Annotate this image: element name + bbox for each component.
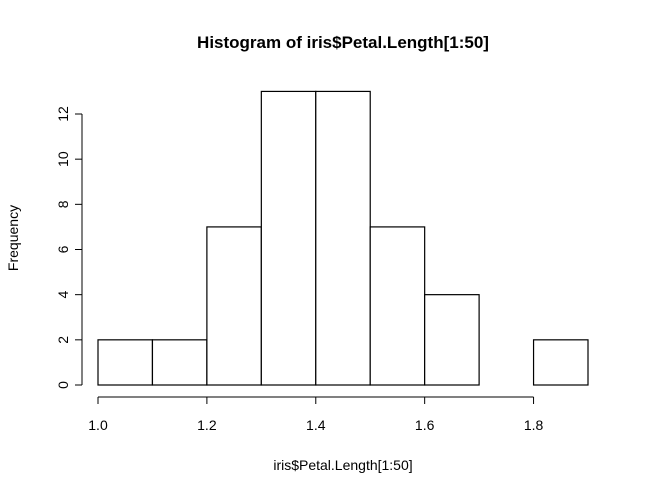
- y-tick-label: 10: [55, 151, 71, 167]
- histogram-bar: [151, 339, 208, 386]
- histogram-bar: [97, 339, 154, 386]
- histogram-bar: [206, 226, 262, 386]
- histogram-bar: [532, 339, 589, 386]
- histogram-bar: [424, 294, 480, 386]
- y-tick-label: 12: [55, 106, 71, 122]
- x-axis-label: iris$Petal.Length[1:50]: [273, 457, 412, 473]
- y-tick-label: 6: [55, 245, 71, 253]
- x-tick-label: 1.6: [415, 417, 435, 433]
- x-tick-label: 1.0: [88, 417, 108, 433]
- chart-title: Histogram of iris$Petal.Length[1:50]: [197, 33, 489, 52]
- x-tick-label: 1.8: [524, 417, 544, 433]
- y-tick-label: 4: [55, 291, 71, 299]
- histogram-bar: [260, 90, 317, 386]
- y-axis: 0 2 4 6 8 10 12: [55, 106, 83, 389]
- histogram-bar: [315, 90, 371, 386]
- x-tick-label: 1.2: [197, 417, 217, 433]
- y-tick-label: 0: [55, 381, 71, 389]
- histogram-bar: [369, 226, 426, 386]
- x-tick-label: 1.4: [306, 417, 326, 433]
- x-axis: 1.0 1.2 1.4 1.6 1.8: [88, 396, 544, 433]
- bars-group: [97, 90, 589, 386]
- y-tick-label: 2: [55, 336, 71, 344]
- y-tick-label: 8: [55, 200, 71, 208]
- y-axis-label: Frequency: [5, 205, 21, 271]
